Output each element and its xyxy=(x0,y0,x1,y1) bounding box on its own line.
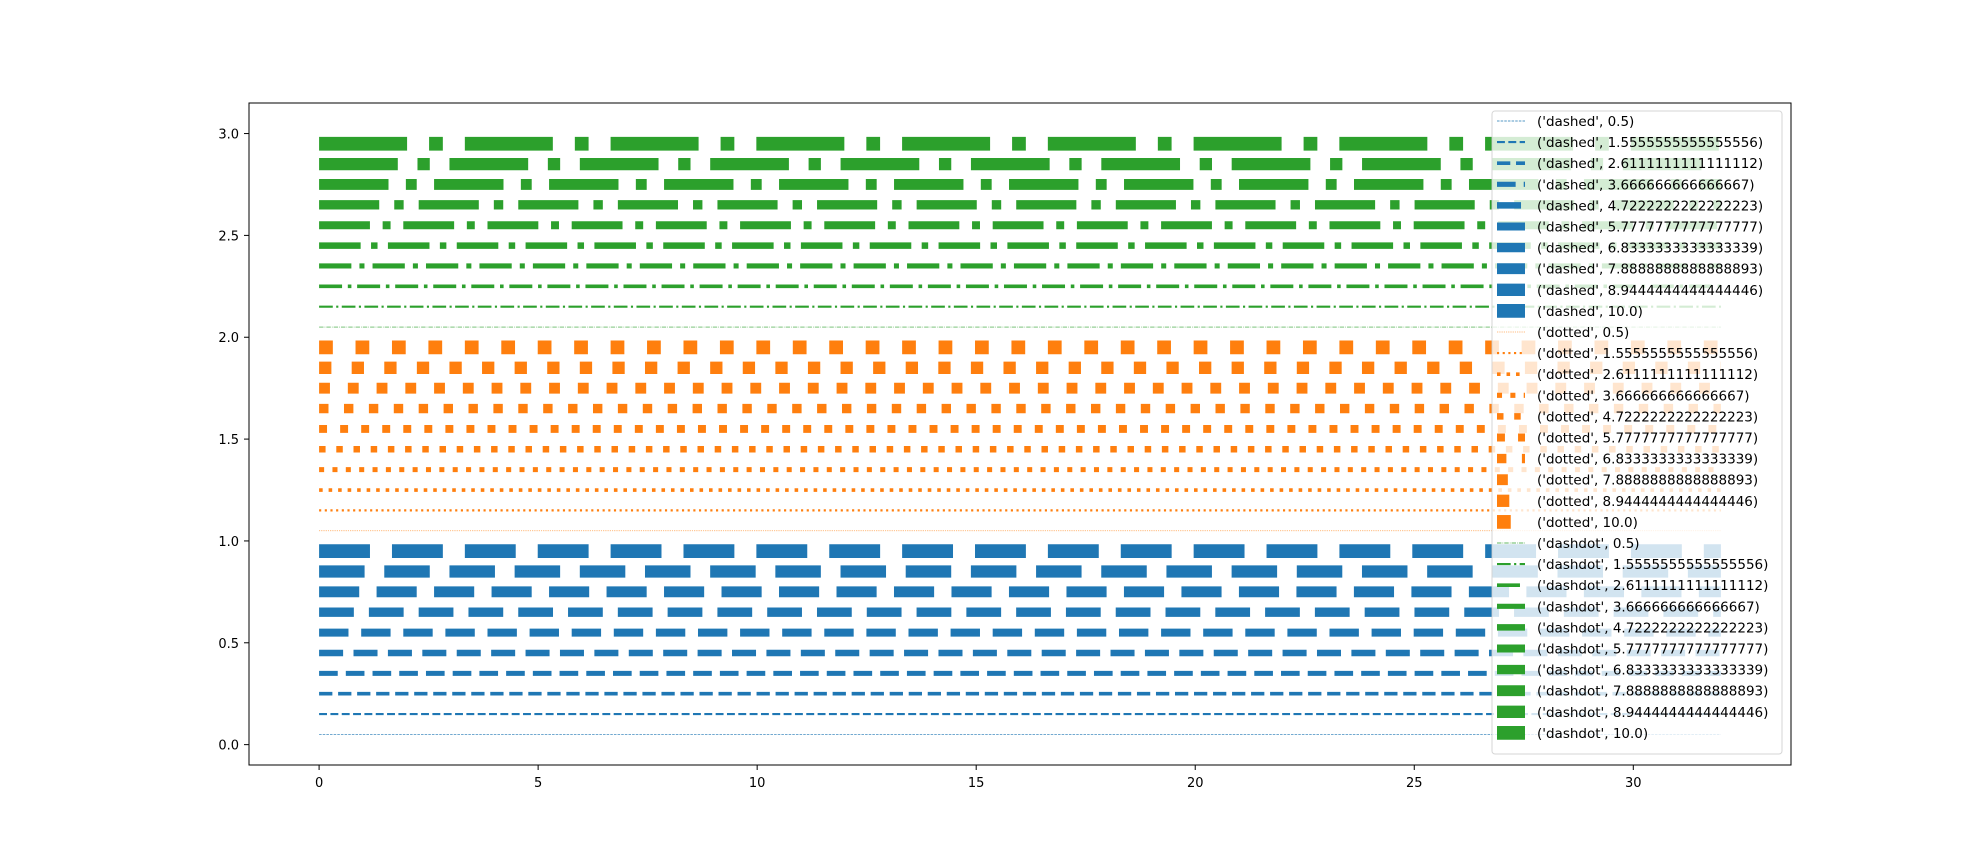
legend-label-9: ('dashed', 10.0) xyxy=(1537,304,1643,320)
y-tick-label-4: 2.0 xyxy=(218,331,239,346)
legend-label-25: ('dashdot', 5.7777777777777777) xyxy=(1537,642,1768,658)
legend-label-29: ('dashdot', 10.0) xyxy=(1537,726,1648,742)
legend-label-1: ('dashed', 1.5555555555555556) xyxy=(1537,135,1763,151)
x-tick-label-4: 20 xyxy=(1187,776,1204,791)
y-tick-label-3: 1.5 xyxy=(218,433,239,448)
legend-label-12: ('dotted', 2.6111111111111112) xyxy=(1537,367,1758,383)
legend-label-26: ('dashdot', 6.8333333333333339) xyxy=(1537,663,1768,679)
legend-label-23: ('dashdot', 3.666666666666667) xyxy=(1537,599,1760,615)
legend-label-21: ('dashdot', 1.5555555555555556) xyxy=(1537,557,1768,573)
y-tick-label-5: 2.5 xyxy=(218,229,239,244)
legend-label-17: ('dotted', 7.8888888888888893) xyxy=(1537,473,1758,489)
x-tick-label-6: 30 xyxy=(1625,776,1642,791)
legend-frame xyxy=(1491,110,1783,755)
legend-label-0: ('dashed', 0.5) xyxy=(1537,114,1634,130)
series-lines xyxy=(319,136,1721,735)
legend-label-4: ('dashed', 4.7222222222222223) xyxy=(1537,198,1763,214)
legend-label-18: ('dotted', 8.9444444444444446) xyxy=(1537,494,1758,510)
x-tick-label-2: 10 xyxy=(749,776,766,791)
legend-label-20: ('dashdot', 0.5) xyxy=(1537,536,1640,552)
legend-label-8: ('dashed', 8.9444444444444446) xyxy=(1537,283,1763,299)
x-tick-label-5: 25 xyxy=(1406,776,1423,791)
axes-frame xyxy=(248,102,1792,766)
legend-label-2: ('dashed', 2.6111111111111112) xyxy=(1537,156,1763,172)
legend-label-5: ('dashed', 5.7777777777777777) xyxy=(1537,220,1763,236)
legend-label-14: ('dotted', 4.7222222222222223) xyxy=(1537,409,1758,425)
legend-label-22: ('dashdot', 2.6111111111111112) xyxy=(1537,578,1768,594)
y-tick-label-1: 0.5 xyxy=(218,637,239,652)
legend-label-7: ('dashed', 7.8888888888888893) xyxy=(1537,262,1763,278)
x-tick-label-1: 5 xyxy=(534,776,542,791)
y-tick-label-0: 0.0 xyxy=(218,739,239,754)
legend-label-16: ('dotted', 6.8333333333333339) xyxy=(1537,452,1758,468)
legend-label-10: ('dotted', 0.5) xyxy=(1537,325,1629,341)
legend-label-27: ('dashdot', 7.8888888888888893) xyxy=(1537,684,1768,700)
y-tick-label-2: 1.0 xyxy=(218,535,239,550)
legend-label-6: ('dashed', 6.8333333333333339) xyxy=(1537,241,1763,257)
legend-label-28: ('dashdot', 8.9444444444444446) xyxy=(1537,705,1768,721)
legend-label-3: ('dashed', 3.666666666666667) xyxy=(1537,177,1755,193)
legend-label-19: ('dotted', 10.0) xyxy=(1537,515,1638,531)
legend-label-15: ('dotted', 5.7777777777777777) xyxy=(1537,431,1758,447)
legend: ('dashed', 0.5) ('dashed', 1.555555555555… xyxy=(1491,110,1783,755)
legend-label-11: ('dotted', 1.5555555555555556) xyxy=(1537,346,1758,362)
legend-label-24: ('dashdot', 4.7222222222222223) xyxy=(1537,620,1768,636)
x-tick-label-0: 0 xyxy=(315,776,323,791)
legend-label-13: ('dotted', 3.666666666666667) xyxy=(1537,388,1750,404)
axes: 0 5 10 15 20 25 30 0.0 0.5 1.0 1.5 2.0 2.5 3.0 xyxy=(218,102,1792,791)
x-tick-label-3: 15 xyxy=(968,776,985,791)
y-tick-label-6: 3.0 xyxy=(218,128,239,143)
